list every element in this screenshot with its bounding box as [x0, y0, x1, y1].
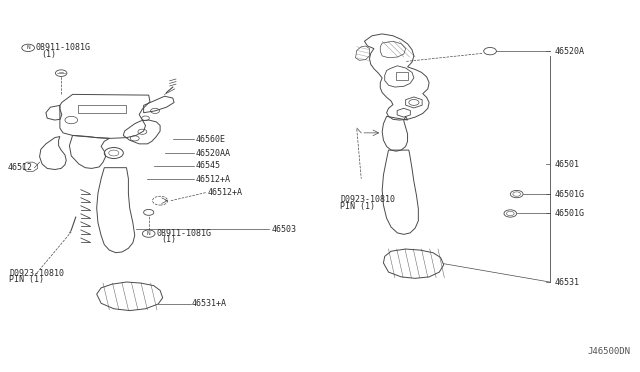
Text: 46501: 46501	[555, 160, 580, 169]
Text: 46520A: 46520A	[555, 46, 585, 56]
Text: N: N	[26, 45, 30, 50]
Text: 46512: 46512	[8, 163, 33, 172]
Text: 46531: 46531	[555, 278, 580, 286]
Text: N: N	[147, 231, 150, 236]
Text: 46512+A: 46512+A	[207, 188, 242, 197]
Text: (1): (1)	[161, 235, 177, 244]
Text: 46503: 46503	[271, 225, 296, 234]
Text: 46501G: 46501G	[555, 209, 585, 218]
Text: 46512+A: 46512+A	[196, 175, 230, 184]
Text: 08911-1081G: 08911-1081G	[36, 44, 91, 52]
Text: 46560E: 46560E	[196, 135, 226, 144]
Text: D0923-10810: D0923-10810	[340, 195, 396, 205]
Text: 46531+A: 46531+A	[192, 299, 227, 308]
Text: 46501G: 46501G	[555, 190, 585, 199]
Text: 46545: 46545	[196, 161, 221, 170]
Text: PIN (1): PIN (1)	[340, 202, 375, 211]
Text: 08911-1081G: 08911-1081G	[156, 229, 211, 238]
Text: 46520AA: 46520AA	[196, 148, 230, 157]
Text: PIN (1): PIN (1)	[9, 275, 44, 284]
Text: (1): (1)	[41, 49, 56, 58]
Text: D0923-10810: D0923-10810	[9, 269, 64, 278]
Text: J46500DN: J46500DN	[588, 347, 631, 356]
